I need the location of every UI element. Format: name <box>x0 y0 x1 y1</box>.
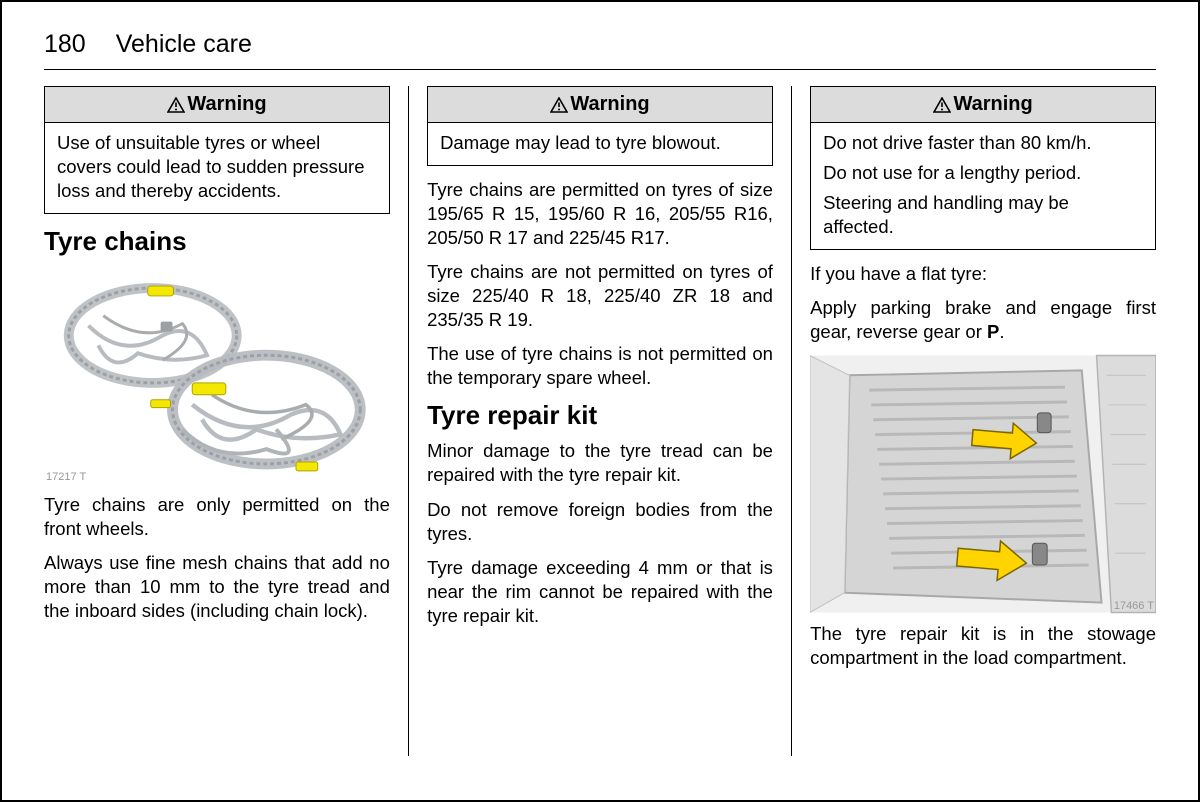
warning-body: Use of unsuitable tyres or wheel covers … <box>45 123 389 213</box>
warning-header: Warning <box>428 87 772 123</box>
body-text: The use of tyre chains is not permitted … <box>427 342 773 390</box>
column-3: Warning Do not drive faster than 80 km/h… <box>810 86 1156 756</box>
column-2: Warning Damage may lead to tyre blowout.… <box>427 86 773 756</box>
image-label: 17466 T <box>1114 600 1154 612</box>
body-text: Minor damage to the tyre tread can be re… <box>427 439 773 487</box>
warning-text: Use of unsuitable tyres or wheel covers … <box>57 131 377 203</box>
heading-tyre-chains: Tyre chains <box>44 226 390 257</box>
warning-header: Warning <box>45 87 389 123</box>
warning-line: Steering and handling may be affected. <box>823 191 1143 239</box>
warning-body: Do not drive faster than 80 km/h. Do not… <box>811 123 1155 249</box>
warning-body: Damage may lead to tyre blowout. <box>428 123 772 165</box>
gear-p-bold: P <box>987 321 999 342</box>
warning-triangle-icon <box>167 97 185 113</box>
column-divider <box>791 86 792 756</box>
stowage-illustration: 17466 T <box>810 354 1156 614</box>
warning-line: Do not use for a lengthy period. <box>823 161 1143 185</box>
body-text: If you have a flat tyre: <box>810 262 1156 286</box>
warning-box-3: Warning Do not drive faster than 80 km/h… <box>810 86 1156 250</box>
body-text: Always use fine mesh chains that add no … <box>44 551 390 623</box>
warning-triangle-icon <box>550 97 568 113</box>
body-text: Do not remove foreign bodies from the ty… <box>427 498 773 546</box>
warning-line: Do not drive faster than 80 km/h. <box>823 131 1143 155</box>
warning-header: Warning <box>811 87 1155 123</box>
page-title: Vehicle care <box>116 30 252 59</box>
manual-page: 180 Vehicle care Warning Use of unsuitab… <box>0 0 1200 802</box>
warning-triangle-icon <box>933 97 951 113</box>
body-text: Tyre chains are permitted on tyres of si… <box>427 178 773 250</box>
page-header: 180 Vehicle care <box>44 30 1156 59</box>
body-text-post: . <box>999 321 1004 342</box>
page-number: 180 <box>44 30 86 59</box>
image-label: 17217 T <box>46 471 86 483</box>
warning-text: Damage may lead to tyre blowout. <box>440 131 760 155</box>
warning-label: Warning <box>953 93 1032 116</box>
body-text: The tyre repair kit is in the stowage co… <box>810 622 1156 670</box>
warning-label: Warning <box>187 93 266 116</box>
warning-box-2: Warning Damage may lead to tyre blowout. <box>427 86 773 166</box>
body-text: Tyre chains are not permitted on tyres o… <box>427 260 773 332</box>
tyre-chains-illustration: 17217 T <box>44 265 390 485</box>
column-divider <box>408 86 409 756</box>
content-columns: Warning Use of unsuitable tyres or wheel… <box>44 86 1156 756</box>
heading-tyre-repair-kit: Tyre repair kit <box>427 400 773 431</box>
body-text: Apply parking brake and engage first gea… <box>810 296 1156 344</box>
header-divider <box>44 69 1156 70</box>
column-1: Warning Use of unsuitable tyres or wheel… <box>44 86 390 756</box>
warning-label: Warning <box>570 93 649 116</box>
body-text: Tyre chains are only permitted on the fr… <box>44 493 390 541</box>
body-text-pre: Apply parking brake and engage first gea… <box>810 297 1156 342</box>
body-text: Tyre damage exceeding 4 mm or that is ne… <box>427 556 773 628</box>
warning-box-1: Warning Use of unsuitable tyres or wheel… <box>44 86 390 214</box>
